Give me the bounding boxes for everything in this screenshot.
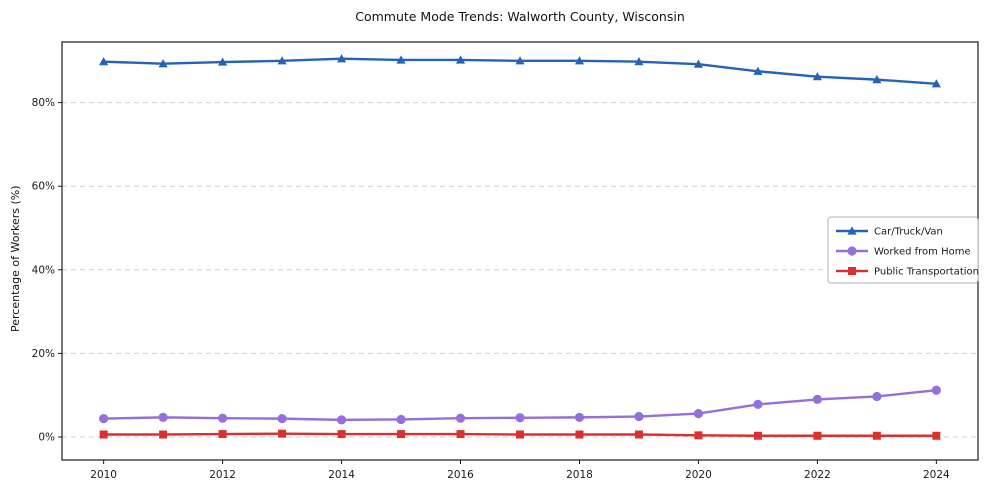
series-marker-public-transportation xyxy=(694,431,703,440)
series-marker-car-truck-van xyxy=(99,57,109,66)
series-marker-public-transportation xyxy=(278,429,287,438)
series-marker-worked-from-home xyxy=(812,394,823,404)
series-marker-worked-from-home xyxy=(515,413,525,423)
x-tick-label: 2018 xyxy=(566,469,593,481)
series-marker-worked-from-home xyxy=(396,414,406,425)
series-marker-public-transportation xyxy=(159,430,168,439)
series-marker-car-truck-van xyxy=(217,57,228,66)
legend-label-car-truck-van: Car/Truck/Van xyxy=(874,227,943,238)
series-marker-public-transportation xyxy=(99,430,108,439)
y-tick-label: 80% xyxy=(32,97,55,109)
x-tick-label: 2012 xyxy=(209,469,236,481)
series-marker-worked-from-home xyxy=(634,411,644,422)
series-marker-worked-from-home xyxy=(158,412,168,422)
series-marker-car-truck-van xyxy=(158,59,168,68)
x-tick-label: 2022 xyxy=(804,469,831,481)
x-tick-label: 2024 xyxy=(923,469,950,481)
series-marker-worked-from-home xyxy=(574,412,585,422)
series-marker-car-truck-van xyxy=(455,55,466,64)
series-marker-worked-from-home xyxy=(336,415,347,425)
series-marker-worked-from-home xyxy=(693,409,704,419)
legend-label-worked-from-home: Worked from Home xyxy=(874,247,971,258)
series-marker-car-truck-van xyxy=(396,55,406,64)
series-marker-public-transportation xyxy=(753,431,762,440)
series-marker-car-truck-van xyxy=(515,56,525,65)
series-marker-car-truck-van xyxy=(872,75,882,84)
series-marker-public-transportation xyxy=(813,431,822,440)
series-marker-car-truck-van xyxy=(931,79,941,88)
chart-title: Commute Mode Trends: Walworth County, Wi… xyxy=(355,9,685,24)
series-marker-car-truck-van xyxy=(574,56,585,65)
series-marker-public-transportation xyxy=(337,430,346,439)
series-marker-worked-from-home xyxy=(753,399,763,410)
series-marker-worked-from-home xyxy=(931,385,941,395)
series-marker-public-transportation xyxy=(872,431,881,440)
series-marker-worked-from-home xyxy=(217,413,228,423)
series-marker-car-truck-van xyxy=(812,72,823,81)
series-marker-car-truck-van xyxy=(693,59,704,68)
x-tick-label: 2014 xyxy=(328,469,355,481)
series-marker-worked-from-home xyxy=(277,414,287,424)
y-tick-label: 40% xyxy=(32,264,55,276)
series-marker-car-truck-van xyxy=(277,56,287,65)
legend-box xyxy=(827,216,979,284)
series-marker-public-transportation xyxy=(932,431,941,440)
series-marker-car-truck-van xyxy=(634,57,644,66)
series-marker-car-truck-van xyxy=(336,54,347,63)
series-marker-public-transportation xyxy=(456,430,465,439)
legend-label-public-transportation: Public Transportation xyxy=(874,267,979,278)
x-tick-label: 2016 xyxy=(447,469,474,481)
series-marker-public-transportation xyxy=(634,430,643,439)
series-marker-worked-from-home xyxy=(455,413,466,423)
x-tick-label: 2010 xyxy=(90,469,117,481)
legend-marker-car-truck-van xyxy=(847,226,857,235)
series-marker-worked-from-home xyxy=(872,391,882,402)
y-tick-label: 20% xyxy=(32,348,55,360)
x-tick-label: 2020 xyxy=(685,469,712,481)
series-marker-public-transportation xyxy=(397,430,406,439)
series-marker-worked-from-home xyxy=(99,414,109,424)
series-marker-public-transportation xyxy=(218,430,227,439)
y-tick-label: 0% xyxy=(38,432,55,444)
legend-marker-public-transportation xyxy=(848,267,856,275)
series-marker-public-transportation xyxy=(575,430,584,439)
legend-marker-worked-from-home xyxy=(847,246,857,256)
y-tick-label: 60% xyxy=(32,181,55,193)
series-marker-car-truck-van xyxy=(753,66,763,75)
series-marker-public-transportation xyxy=(516,430,524,439)
